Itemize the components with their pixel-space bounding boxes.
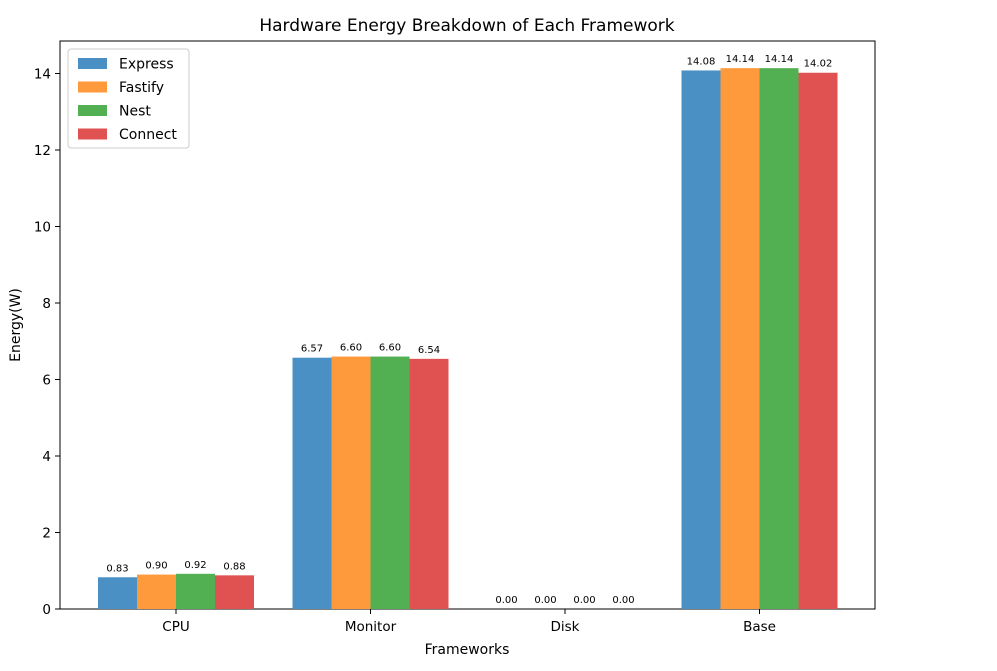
plot-frame	[59, 40, 876, 610]
bar-value-label: 6.54	[418, 345, 440, 356]
y-tick-label: 2	[42, 526, 51, 542]
bar-value-label: 0.88	[223, 561, 245, 572]
bar-connect-base	[798, 72, 838, 609]
plot-area: 0 2 4 6 8 10 12 14 0.83 0.90 0.92 0.88 CPU 6.57 6.60 6.…	[34, 40, 876, 635]
y-tick-label: 8	[42, 296, 51, 312]
bar-nest-monitor	[370, 356, 410, 609]
bar-value-label: 14.14	[726, 54, 755, 65]
bar-value-label: 0.92	[184, 560, 206, 571]
legend-entry-nest: Nest	[119, 104, 151, 120]
bar-fastify-monitor	[331, 356, 371, 609]
x-tick-label: Disk	[551, 619, 580, 635]
x-axis-label: Frameworks	[425, 642, 510, 658]
legend-swatch-connect	[78, 128, 107, 140]
y-tick-label: 12	[34, 143, 51, 159]
bar-express-base	[681, 70, 721, 610]
chart-title: Hardware Energy Breakdown of Each Framew…	[259, 16, 674, 36]
y-tick-label: 4	[42, 449, 51, 465]
bar-value-label: 14.14	[765, 54, 794, 65]
y-tick-label: 0	[42, 602, 51, 618]
bar-value-label: 6.57	[301, 344, 323, 355]
x-tick-label: Monitor	[345, 619, 397, 635]
bar-value-label: 14.08	[687, 56, 716, 67]
x-tick-label: CPU	[162, 619, 189, 635]
bar-value-label: 6.60	[379, 343, 401, 354]
bar-nest-cpu	[176, 573, 215, 609]
legend-box	[67, 48, 190, 149]
bar-value-label: 0.00	[534, 595, 556, 606]
legend-swatch-express	[78, 58, 107, 69]
bar-value-label: 0.00	[573, 595, 595, 606]
bar-connect-monitor	[409, 358, 449, 609]
y-axis-label: Energy(W)	[8, 288, 24, 362]
bar-value-label: 0.00	[495, 595, 517, 606]
legend-swatch-fastify	[78, 81, 107, 93]
y-tick-label: 6	[42, 373, 51, 389]
bar-fastify-base	[720, 68, 760, 609]
bar-express-monitor	[292, 357, 332, 609]
bar-value-label: 0.83	[106, 563, 128, 574]
x-tick-label: Base	[743, 619, 776, 635]
legend-entry-express: Express	[119, 57, 174, 73]
y-tick-label: 10	[34, 220, 51, 236]
y-tick-label: 14	[34, 67, 51, 83]
legend: Express Fastify Nest Connect	[67, 48, 190, 149]
bar-value-label: 0.90	[145, 561, 167, 572]
bar-express-cpu	[98, 577, 137, 609]
legend-entry-connect: Connect	[119, 127, 177, 143]
bar-nest-base	[759, 68, 799, 609]
bar-fastify-cpu	[137, 574, 176, 609]
bar-value-label: 6.60	[340, 343, 362, 354]
bar-value-label: 14.02	[804, 59, 833, 70]
legend-entry-fastify: Fastify	[119, 80, 164, 96]
legend-swatch-nest	[78, 105, 107, 116]
bar-connect-cpu	[215, 575, 254, 609]
bar-value-label: 0.00	[612, 595, 634, 606]
